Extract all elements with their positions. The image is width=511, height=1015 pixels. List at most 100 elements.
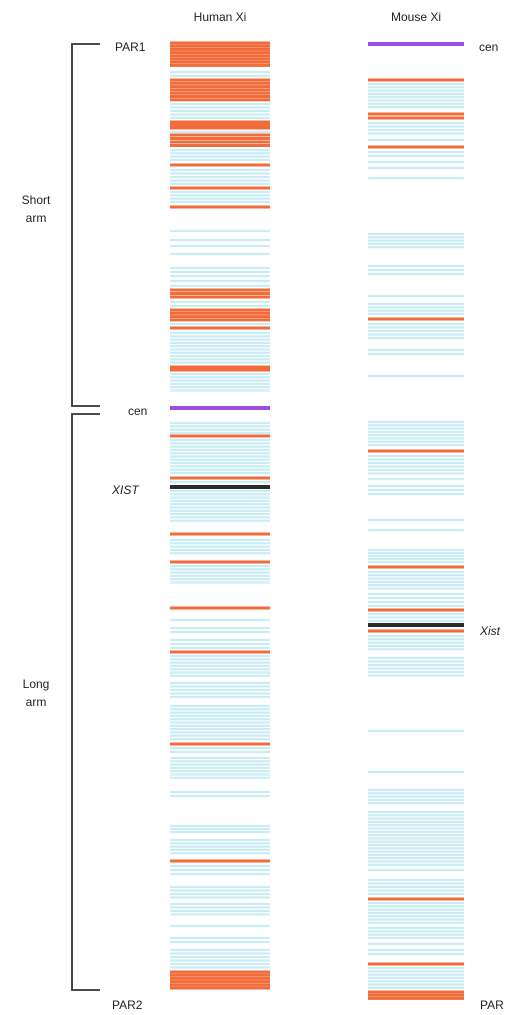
escape-gene-band [170, 120, 270, 124]
silenced-gene-band [170, 790, 270, 794]
silenced-gene-band [170, 959, 270, 962]
silenced-gene-band [368, 843, 464, 847]
silenced-gene-band [170, 284, 270, 288]
silenced-gene-band [368, 596, 464, 600]
escape-gene-band [170, 368, 270, 372]
silenced-gene-band [170, 708, 270, 711]
silenced-gene-band [368, 660, 464, 663]
silenced-gene-band [170, 519, 270, 522]
silenced-gene-band [170, 948, 270, 952]
silenced-gene-band [170, 389, 270, 392]
xist-locus-band [368, 623, 464, 627]
silenced-gene-band [368, 484, 464, 488]
silenced-gene-band [368, 458, 464, 461]
human-xi-bands [170, 41, 270, 990]
silenced-gene-band [368, 374, 464, 378]
silenced-gene-band [170, 658, 270, 661]
silenced-gene-band [170, 838, 270, 842]
silenced-gene-band [170, 721, 270, 724]
human-xist-label: XIST [112, 483, 139, 497]
silenced-gene-band [170, 830, 270, 834]
mouse-xi-header: Mouse Xi [390, 10, 442, 24]
silenced-gene-band [368, 850, 464, 853]
silenced-gene-band [170, 638, 270, 642]
silenced-gene-band [170, 496, 270, 499]
silenced-gene-band [170, 746, 270, 750]
silenced-gene-band [368, 983, 464, 986]
silenced-gene-band [170, 885, 270, 889]
silenced-gene-band [170, 480, 270, 484]
mouse-par-label: PAR [480, 998, 504, 1012]
silenced-gene-band [170, 618, 270, 622]
silenced-gene-band [170, 845, 270, 848]
silenced-gene-band [170, 909, 270, 913]
silenced-gene-band [170, 113, 270, 116]
escape-gene-band [170, 81, 270, 85]
silenced-gene-band [368, 166, 464, 170]
silenced-gene-band [170, 711, 270, 714]
silenced-gene-band [368, 246, 464, 249]
silenced-gene-band [170, 760, 270, 763]
escape-gene-band [170, 140, 270, 144]
silenced-gene-band [170, 962, 270, 966]
silenced-gene-band [368, 820, 464, 823]
silenced-gene-band [368, 548, 464, 552]
silenced-gene-band [368, 634, 464, 638]
escape-gene-band [170, 326, 270, 330]
silenced-gene-band [368, 619, 464, 623]
silenced-gene-band [368, 322, 464, 326]
escape-gene-band [170, 163, 270, 167]
silenced-gene-band [170, 428, 270, 431]
escape-gene-band [368, 962, 464, 966]
silenced-gene-band [368, 824, 464, 827]
silenced-gene-band [170, 692, 270, 695]
silenced-gene-band [170, 70, 270, 74]
silenced-gene-band [368, 901, 464, 905]
silenced-gene-band [170, 668, 270, 671]
silenced-gene-band [368, 933, 464, 936]
silenced-gene-band [368, 878, 464, 882]
silenced-gene-band [170, 506, 270, 509]
silenced-gene-band [368, 461, 464, 465]
escape-gene-band [170, 85, 270, 89]
silenced-gene-band [368, 477, 464, 481]
silenced-gene-band [368, 437, 464, 440]
escape-gene-band [170, 606, 270, 610]
escape-gene-band [170, 315, 270, 319]
silenced-gene-band [170, 462, 270, 465]
silenced-gene-band [170, 776, 270, 779]
silenced-gene-band [170, 182, 270, 186]
escape-gene-band [170, 292, 270, 295]
silenced-gene-band [368, 976, 464, 979]
escape-gene-band [170, 318, 270, 322]
centromere-band [368, 42, 464, 46]
escape-gene-band [170, 295, 270, 299]
escape-gene-band [170, 133, 270, 137]
silenced-gene-band [368, 96, 464, 99]
silenced-gene-band [170, 516, 270, 519]
silenced-gene-band [368, 674, 464, 677]
escape-gene-band [170, 205, 270, 209]
silenced-gene-band [170, 924, 270, 928]
escape-gene-band [170, 650, 270, 654]
escape-gene-band [368, 78, 464, 82]
silenced-gene-band [368, 918, 464, 921]
silenced-gene-band [170, 345, 270, 348]
silenced-gene-band [368, 86, 464, 89]
silenced-gene-band [170, 737, 270, 741]
silenced-gene-band [368, 970, 464, 973]
silenced-gene-band [368, 885, 464, 889]
silenced-gene-band [368, 150, 464, 154]
silenced-gene-band [368, 102, 464, 105]
silenced-gene-band [170, 238, 270, 242]
silenced-gene-band [170, 731, 270, 734]
escape-gene-band [170, 434, 270, 438]
silenced-gene-band [368, 966, 464, 970]
silenced-gene-band [368, 905, 464, 908]
silenced-gene-band [368, 663, 464, 667]
silenced-gene-band [368, 882, 464, 885]
escape-gene-band [170, 983, 270, 987]
silenced-gene-band [170, 452, 270, 455]
silenced-gene-band [170, 552, 270, 555]
escape-gene-band [170, 126, 270, 130]
